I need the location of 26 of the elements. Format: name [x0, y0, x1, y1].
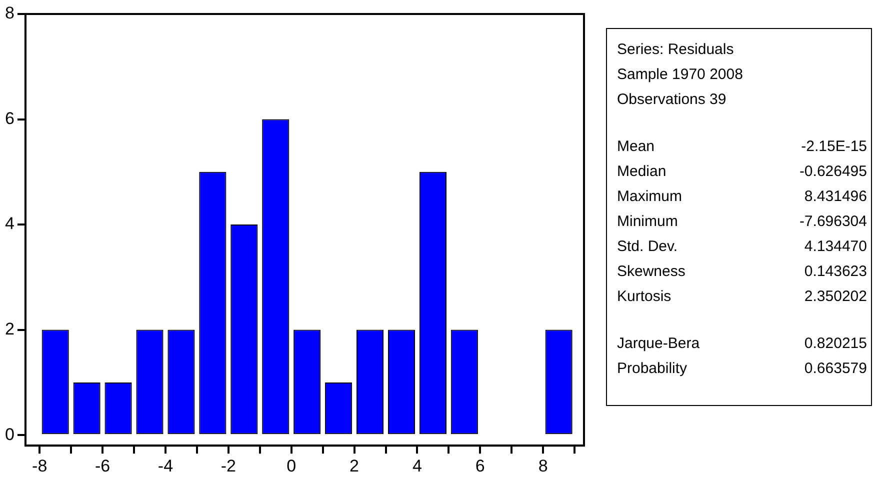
x-tick-label: 6: [475, 456, 485, 476]
x-tick-label: -2: [220, 456, 236, 476]
x-tick-label: 2: [350, 456, 360, 476]
text: Maximum 8.431496: [617, 188, 867, 205]
y-tick-label: 8: [4, 4, 14, 23]
text: Jarque-Bera 0.820215: [617, 335, 867, 352]
y-tick-label: 6: [4, 108, 14, 128]
x-tick-label: -6: [94, 456, 110, 476]
text: Observations 39: [617, 90, 728, 110]
text: Std. Dev. 4.134470: [617, 238, 867, 255]
text: Series: Residuals: [617, 40, 735, 60]
y-tick-label: 4: [4, 214, 14, 234]
text: Minimum -7.696304: [617, 213, 867, 230]
text: Probability 0.663579: [617, 360, 867, 377]
x-tick-label: 8: [538, 456, 548, 476]
x-tick-label: 4: [412, 456, 422, 476]
text: Sample 1970 2008: [617, 65, 744, 85]
x-tick-label: -4: [158, 456, 174, 476]
text: Skewness 0.143623: [617, 263, 867, 280]
x-tick-label: -8: [32, 456, 48, 476]
text: Kurtosis 2.350202: [617, 288, 867, 305]
y-tick-label: 0: [4, 424, 14, 444]
text: Mean -2.15E-15: [617, 138, 867, 155]
text: Median -0.626495: [617, 163, 867, 180]
y-tick-label: 2: [4, 319, 14, 338]
x-tick-label: 0: [286, 456, 296, 476]
